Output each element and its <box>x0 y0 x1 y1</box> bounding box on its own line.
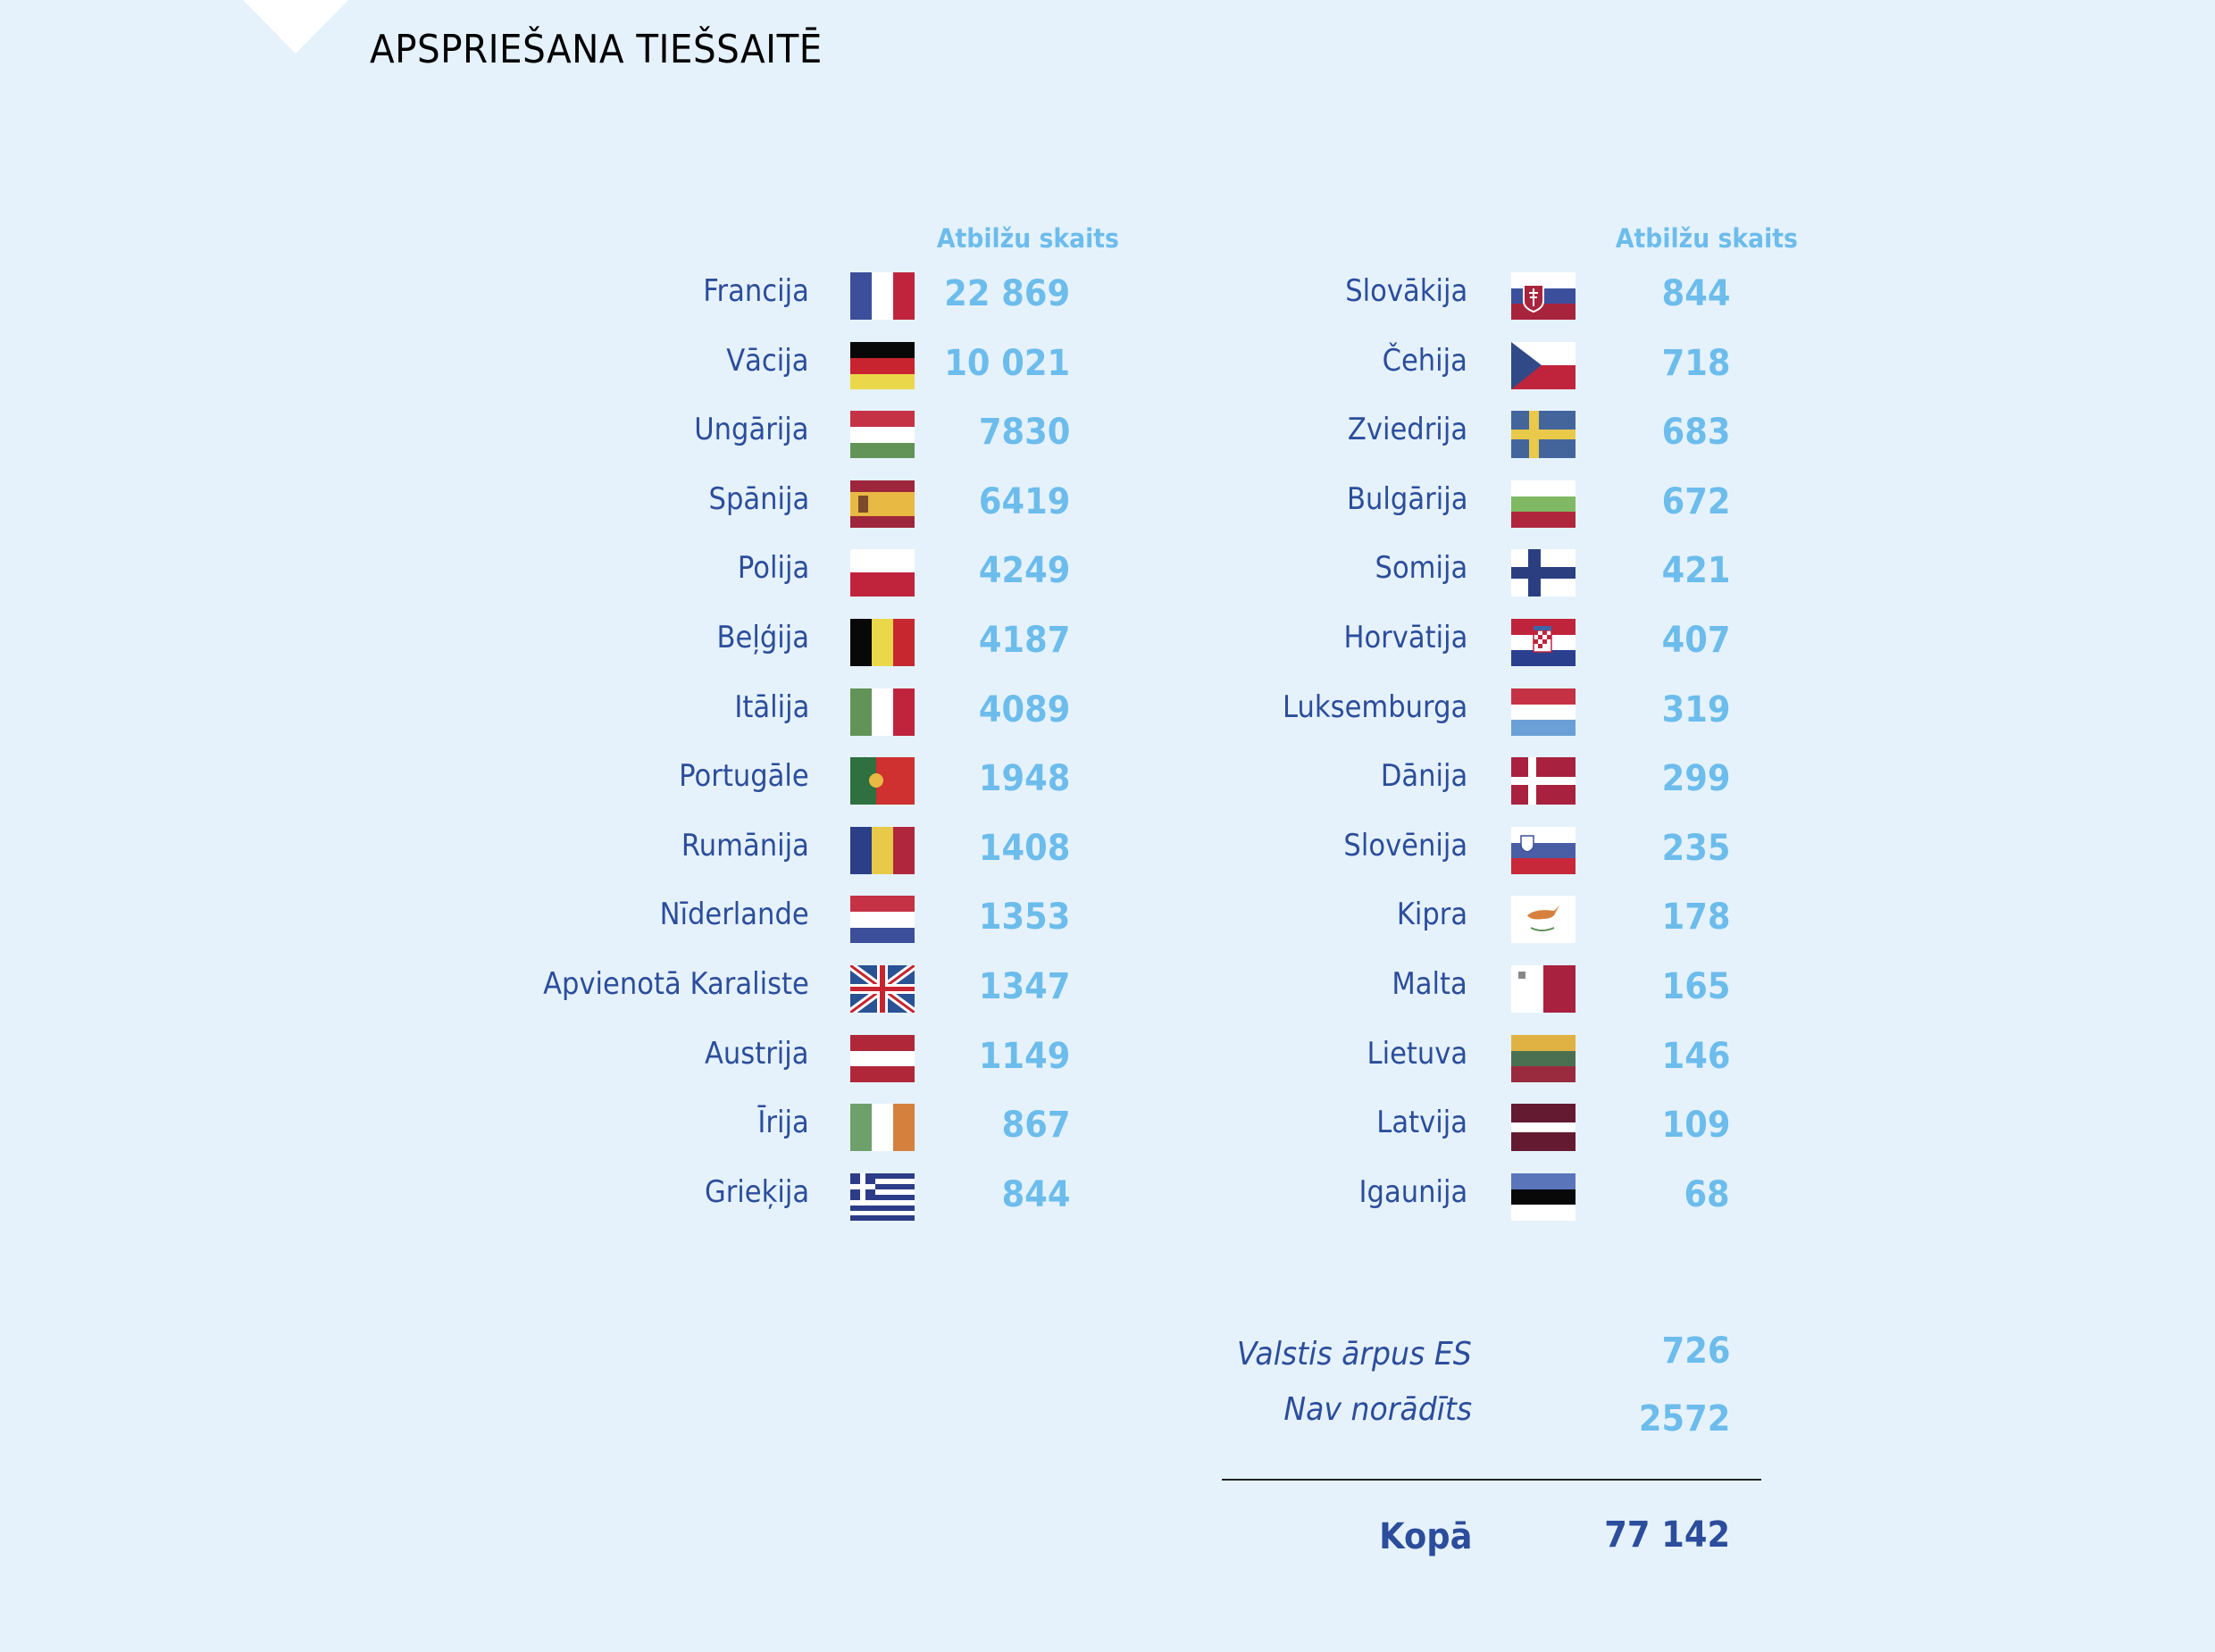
response-count: 1353 <box>978 897 1070 939</box>
total-divider <box>1222 1479 1761 1481</box>
response-count: 844 <box>1661 273 1730 314</box>
flag-estonia-icon <box>1511 1172 1576 1221</box>
flag-france-icon <box>850 272 915 320</box>
response-count: 10 021 <box>944 342 1070 384</box>
response-count: 178 <box>1661 897 1730 939</box>
country-name: Latvija <box>1376 1105 1467 1141</box>
flag-malta-icon <box>1511 965 1576 1013</box>
country-name: Bulgārija <box>1346 480 1467 517</box>
response-count: 4249 <box>978 550 1070 592</box>
right-column-header: Atbilžu skaits <box>1615 223 1798 254</box>
corner-triangle-decoration <box>243 0 348 54</box>
response-count: 319 <box>1661 688 1730 730</box>
response-count: 867 <box>1001 1105 1070 1147</box>
country-name: Apvienotā Karaliste <box>543 966 809 1002</box>
response-count: 299 <box>1661 758 1730 800</box>
flag-greece-icon <box>850 1172 915 1221</box>
country-name: Nīderlande <box>659 897 809 933</box>
response-count: 1347 <box>978 966 1070 1007</box>
response-count: 4187 <box>978 620 1070 661</box>
country-name: Čehija <box>1382 342 1467 379</box>
flag-hungary-icon <box>850 411 915 459</box>
country-name: Ungārija <box>694 412 809 448</box>
country-name: Rumānija <box>681 827 809 864</box>
flag-portugal-icon <box>850 757 915 805</box>
response-count: 165 <box>1661 966 1730 1007</box>
country-name: Grieķija <box>704 1173 809 1210</box>
flag-czechia-icon <box>1511 341 1576 389</box>
flag-ireland-icon <box>850 1104 915 1152</box>
response-count: 22 869 <box>944 273 1070 314</box>
country-name: Luksemburga <box>1282 688 1467 725</box>
country-name: Zviedrija <box>1347 412 1467 448</box>
flag-romania-icon <box>850 826 915 874</box>
response-count: 844 <box>1001 1173 1070 1215</box>
response-count: 68 <box>1684 1173 1730 1215</box>
summary-value-non-eu: 726 <box>1661 1331 1730 1372</box>
response-count: 6419 <box>978 480 1070 522</box>
response-count: 672 <box>1661 480 1730 522</box>
left-column-header: Atbilžu skaits <box>936 223 1119 254</box>
flag-lithuania-icon <box>1511 1034 1576 1082</box>
response-count: 421 <box>1661 550 1730 592</box>
country-name: Francija <box>703 273 809 309</box>
country-name: Spānija <box>708 480 809 517</box>
response-count: 1948 <box>978 758 1070 800</box>
summary-label-unspecified: Nav norādīts <box>1283 1391 1472 1428</box>
summary-label-non-eu: Valstis ārpus ES <box>1237 1336 1472 1372</box>
country-name: Somija <box>1375 550 1467 587</box>
country-name: Itālija <box>733 688 809 725</box>
country-name: Horvātija <box>1343 620 1467 655</box>
country-name: Igaunija <box>1358 1173 1467 1210</box>
flag-italy-icon <box>850 688 915 736</box>
flag-sweden-icon <box>1511 411 1576 459</box>
country-name: Īrija <box>757 1105 809 1141</box>
response-count: 7830 <box>978 412 1070 454</box>
response-count: 718 <box>1661 342 1730 384</box>
summary-value-unspecified: 2572 <box>1638 1398 1730 1439</box>
total-label: Kopā <box>1378 1516 1472 1557</box>
flag-latvia-icon <box>1511 1104 1576 1152</box>
response-count: 1149 <box>978 1035 1070 1077</box>
response-count: 109 <box>1661 1105 1730 1147</box>
flag-spain-icon <box>850 480 915 528</box>
page-title: APSPRIEŠANA TIEŠSAITĒ <box>370 27 823 72</box>
flag-luxembourg-icon <box>1511 688 1576 736</box>
flag-croatia-icon <box>1511 619 1576 666</box>
country-name: Portugāle <box>679 758 809 795</box>
flag-belgium-icon <box>850 619 915 666</box>
response-count: 4089 <box>978 688 1070 730</box>
country-name: Dānija <box>1380 758 1467 795</box>
flag-poland-icon <box>850 549 915 597</box>
total-value: 77 142 <box>1604 1514 1730 1556</box>
country-name: Slovākija <box>1345 273 1467 309</box>
flag-cyprus-icon <box>1511 896 1576 944</box>
response-count: 1408 <box>978 827 1070 869</box>
flag-denmark-icon <box>1511 757 1576 805</box>
country-name: Vācija <box>726 342 809 379</box>
country-name: Slovēnija <box>1343 827 1467 864</box>
response-count: 235 <box>1661 827 1730 869</box>
country-name: Kipra <box>1396 897 1467 933</box>
country-name: Beļģija <box>716 620 810 655</box>
flag-slovakia-icon <box>1511 272 1576 320</box>
response-count: 407 <box>1661 620 1730 661</box>
flag-slovenia-icon <box>1511 826 1576 874</box>
flag-bulgaria-icon <box>1511 480 1576 528</box>
country-name: Austrija <box>705 1035 809 1072</box>
flag-austria-icon <box>850 1034 915 1082</box>
flag-united-kingdom-icon <box>850 965 915 1013</box>
flag-germany-icon <box>850 341 915 389</box>
response-count: 683 <box>1661 412 1730 454</box>
flag-netherlands-icon <box>850 896 915 944</box>
response-count: 146 <box>1661 1035 1730 1077</box>
country-name: Polija <box>737 550 809 587</box>
flag-finland-icon <box>1511 549 1576 597</box>
country-name: Malta <box>1392 966 1467 1002</box>
country-name: Lietuva <box>1367 1035 1467 1072</box>
